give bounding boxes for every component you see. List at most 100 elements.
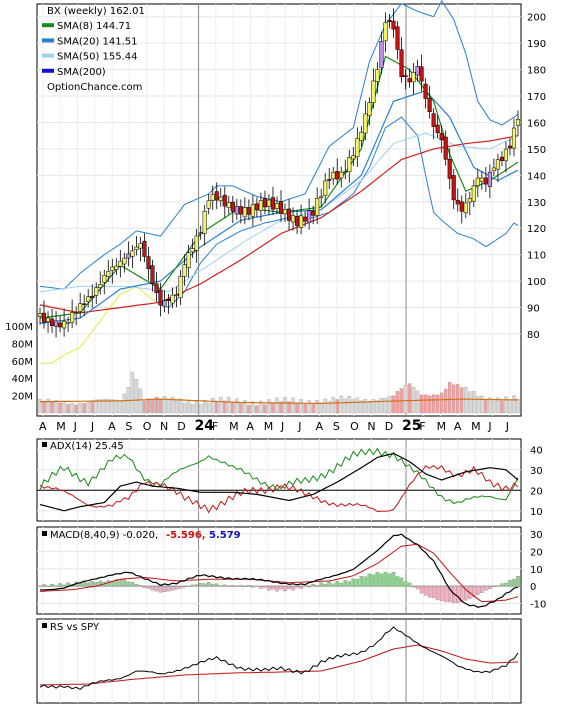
legend-label: OptionChance.com [47, 82, 142, 93]
macd-histogram-bar [436, 586, 439, 600]
candle-body [279, 202, 283, 214]
macd-histogram-bar [119, 580, 122, 587]
candle-body [151, 266, 155, 284]
macd-histogram-bar [344, 580, 347, 586]
candle-body [347, 158, 351, 172]
legend-swatch [42, 69, 54, 73]
macd-histogram-bar [512, 579, 515, 586]
macd-tick-label: -10 [530, 600, 546, 611]
candle-body [360, 132, 364, 140]
candle-body [440, 133, 444, 139]
candle-body [54, 321, 58, 327]
macd-histogram-bar [360, 576, 363, 586]
candle-body [504, 149, 508, 161]
candle-body [364, 114, 368, 133]
candle-body [38, 314, 42, 317]
legend-swatch [42, 23, 54, 27]
macd-histogram-bar [508, 580, 511, 586]
candle-body [70, 313, 74, 323]
volume-bar [75, 405, 78, 413]
macd-histogram-bar [243, 586, 246, 587]
candle-body [368, 103, 372, 116]
month-label: N [160, 420, 168, 433]
macd-histogram-bar [444, 586, 447, 602]
price-tick-label: 130 [527, 198, 546, 209]
volume-bar [295, 403, 298, 413]
macd-tick-label: 0 [530, 582, 536, 593]
candle-body [183, 265, 187, 277]
volume-bar [199, 404, 202, 413]
legend-label: SMA(8) 144.71 [57, 21, 131, 32]
panel-frame-rs [37, 619, 521, 703]
macd-histogram-bar [336, 581, 339, 586]
volume-bar [191, 404, 194, 413]
volume-bar [50, 402, 53, 413]
candle-body [255, 204, 259, 210]
macd-histogram-bar [388, 574, 391, 587]
legend-label: BX (weekly) 162.01 [47, 6, 145, 17]
candle-body [66, 322, 70, 323]
volume-bar [368, 401, 371, 413]
macd-histogram-bar [151, 586, 154, 590]
adx-tick-label: 20 [530, 486, 543, 497]
month-label: F [212, 420, 218, 433]
candle-body [295, 216, 299, 225]
volume-bar [119, 401, 122, 413]
macd-histogram-bar [320, 583, 323, 586]
volume-bar [408, 384, 411, 413]
volume-bar [299, 399, 302, 413]
volume-tick-label: 40M [12, 374, 33, 385]
price-tick-label: 100 [527, 277, 546, 288]
macd-histogram-bar [239, 585, 242, 586]
volume-bar [432, 395, 435, 413]
candle-body [179, 276, 183, 297]
price-tick-label: 110 [527, 251, 546, 262]
volume-bar [239, 404, 242, 413]
candle-body [231, 202, 235, 211]
candle-body [428, 98, 432, 112]
volume-bar [179, 399, 182, 413]
macd-histogram-bar [295, 586, 298, 587]
macd-histogram-bar [496, 586, 499, 587]
macd-histogram-bar [203, 584, 206, 587]
volume-bar [183, 403, 186, 413]
macd-histogram-bar [316, 585, 319, 586]
candle-body [335, 171, 339, 179]
volume-bar [139, 389, 142, 413]
candle-body [500, 157, 504, 161]
macd-histogram-bar [223, 585, 226, 586]
candle-body [388, 20, 392, 21]
legend-label: SMA(200) [57, 67, 106, 78]
macd-histogram-bar [167, 586, 170, 591]
macd-histogram-bar [384, 572, 387, 586]
volume-bar [263, 405, 266, 413]
volume-bar [316, 400, 319, 413]
volume-bar [352, 399, 355, 413]
price-tick-label: 150 [527, 145, 546, 156]
macd-histogram-bar [500, 584, 503, 587]
candle-body [424, 84, 428, 99]
macd-histogram-bar [50, 584, 53, 586]
candle-body [259, 201, 263, 211]
macd-histogram-bar [139, 585, 142, 586]
volume-bar [308, 400, 311, 413]
macd-histogram-bar [163, 586, 166, 592]
macd-histogram-bar [267, 586, 270, 590]
legend-swatch [42, 38, 54, 42]
macd-histogram-bar [308, 586, 311, 587]
volume-bar [115, 400, 118, 413]
candle-body [356, 138, 360, 156]
volume-bar [348, 396, 351, 413]
macd-histogram-bar [263, 586, 266, 587]
volume-bar [440, 393, 443, 413]
price-tick-label: 200 [527, 13, 546, 24]
month-label: D [177, 420, 185, 433]
candle-body [82, 304, 86, 305]
candle-body [315, 198, 319, 215]
candle-body [115, 266, 119, 269]
volume-bar [235, 399, 238, 413]
macd-histogram-bar [287, 586, 290, 588]
macd-histogram-bar [424, 586, 427, 595]
volume-bar [436, 395, 439, 413]
